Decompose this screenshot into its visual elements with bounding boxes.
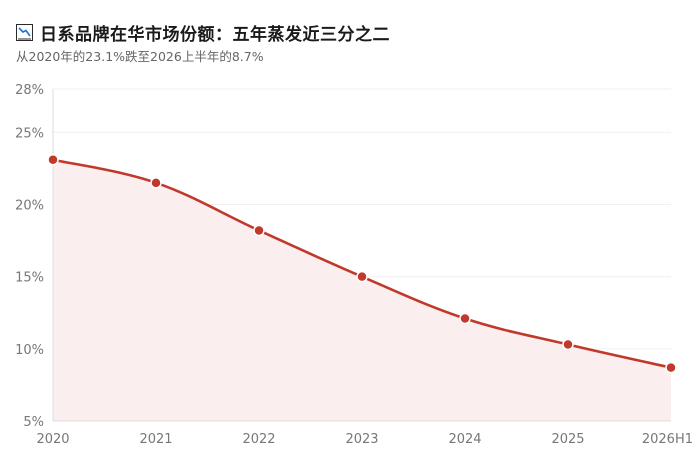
x-axis-ticks: 2020 2021 2022 2023 2024 2025 2026H1 — [36, 432, 693, 447]
data-point — [356, 270, 368, 283]
chart-decreasing-icon — [16, 24, 33, 41]
series-area — [53, 159, 671, 421]
chart-subtitle: 从2020年的23.1%跌至2026上半年的8.7% — [16, 49, 264, 64]
x-tick-label: 2026H1 — [642, 432, 693, 447]
y-tick-label: 20% — [15, 198, 44, 213]
x-tick-label: 2021 — [139, 432, 172, 447]
chart-title: 日系品牌在华市场份额：五年蒸发近三分之二 — [40, 25, 390, 45]
x-tick-label: 2025 — [551, 432, 584, 447]
data-point — [459, 312, 471, 325]
y-tick-label: 15% — [15, 271, 44, 286]
axes — [52, 89, 671, 422]
title-row: 日系品牌在华市场份额：五年蒸发近三分之二 — [16, 20, 390, 45]
data-point — [665, 361, 677, 374]
y-tick-label: 10% — [15, 343, 44, 358]
x-tick-label: 2020 — [36, 432, 69, 447]
y-tick-label: 25% — [15, 126, 44, 141]
y-axis-ticks: 5% 10% 15% 20% 25% 28% — [15, 83, 44, 430]
data-point — [253, 224, 265, 237]
x-tick-label: 2022 — [242, 432, 275, 447]
y-tick-label: 28% — [15, 83, 44, 98]
x-tick-label: 2023 — [345, 432, 378, 447]
data-point — [47, 153, 59, 166]
data-point — [562, 338, 574, 351]
data-points — [47, 153, 677, 374]
area-fill — [53, 159, 671, 421]
x-tick-label: 2024 — [448, 432, 481, 447]
data-point — [150, 177, 162, 189]
y-tick-label: 5% — [23, 415, 44, 430]
